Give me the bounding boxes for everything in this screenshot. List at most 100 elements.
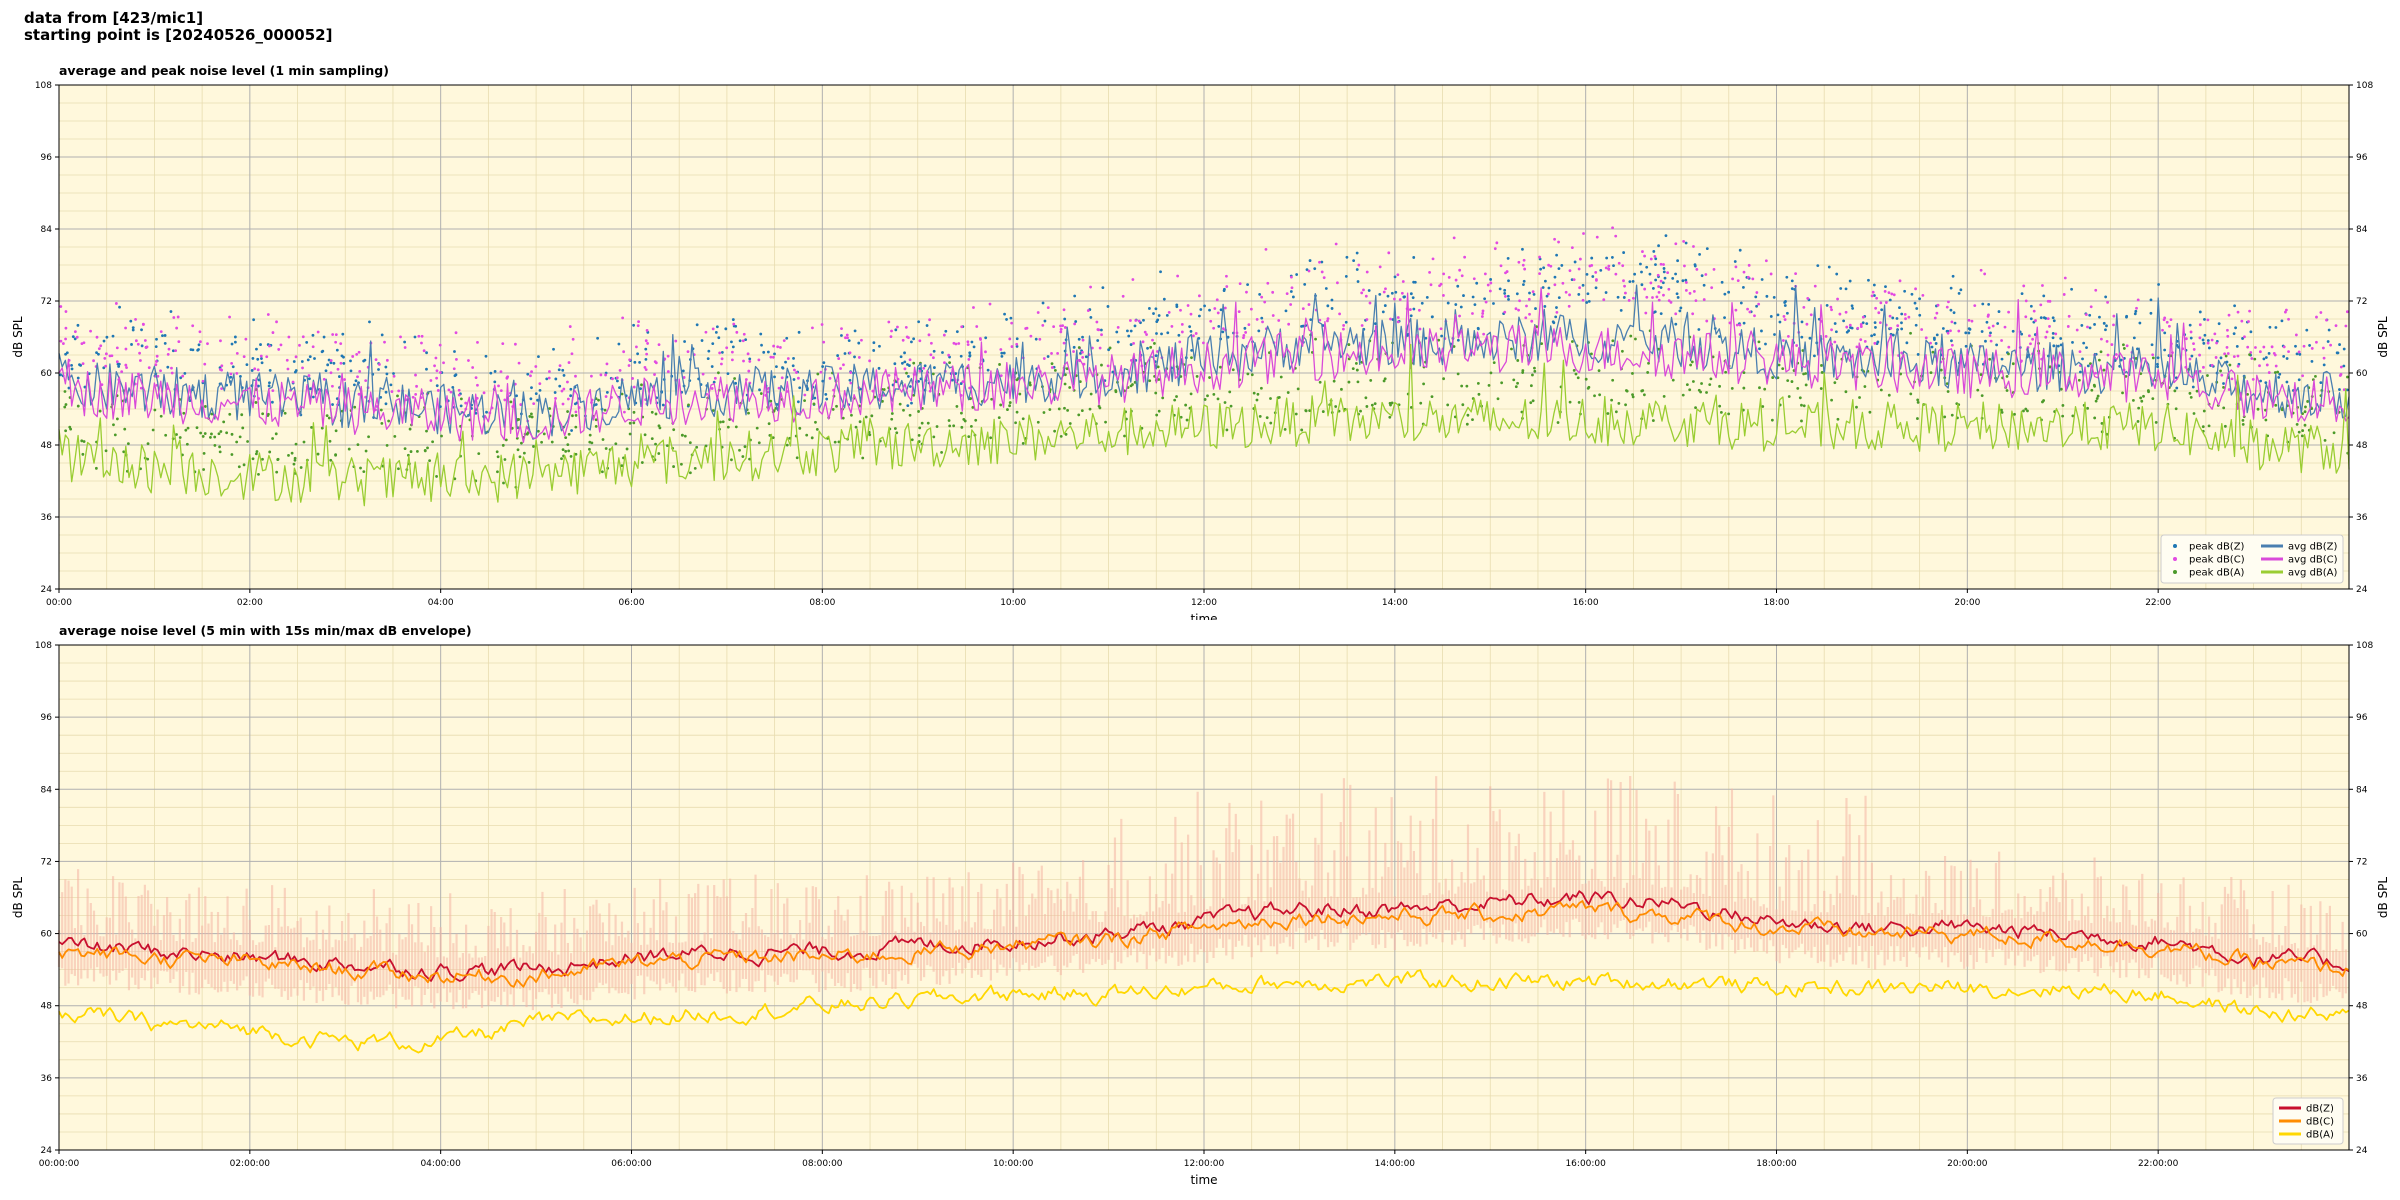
point xyxy=(2094,371,2097,375)
point xyxy=(1557,240,1560,244)
point xyxy=(123,427,127,431)
point xyxy=(839,367,842,370)
point xyxy=(561,448,565,452)
point xyxy=(1676,296,1680,299)
point xyxy=(2277,375,2281,379)
point xyxy=(2326,340,2330,343)
point xyxy=(1487,383,1491,387)
point xyxy=(1689,363,1693,367)
point xyxy=(1257,329,1261,333)
point xyxy=(1900,321,1903,325)
point xyxy=(1891,333,1895,337)
point xyxy=(185,442,189,446)
point xyxy=(969,424,973,428)
point xyxy=(574,452,578,456)
point xyxy=(1021,417,1025,421)
point xyxy=(780,376,784,380)
point xyxy=(1834,330,1838,334)
point xyxy=(1629,334,1633,338)
point xyxy=(1865,322,1869,326)
point xyxy=(1006,408,1009,411)
point xyxy=(241,426,245,430)
point xyxy=(2071,340,2074,344)
point xyxy=(918,426,922,430)
point xyxy=(835,404,838,408)
point xyxy=(259,343,262,346)
point xyxy=(967,435,971,439)
point xyxy=(64,310,68,313)
point xyxy=(1465,422,1469,426)
point xyxy=(1913,301,1917,305)
point xyxy=(1213,307,1217,310)
point xyxy=(605,391,609,394)
point xyxy=(67,386,71,390)
point xyxy=(1654,257,1658,261)
point xyxy=(552,347,555,351)
point xyxy=(425,351,428,355)
point xyxy=(70,367,74,371)
point xyxy=(1796,386,1800,390)
point xyxy=(300,360,304,363)
point xyxy=(908,385,912,388)
point xyxy=(2248,309,2251,313)
point xyxy=(558,364,562,368)
x-tick-label: 00:00:00 xyxy=(39,1159,80,1169)
y-tick-label-left: 24 xyxy=(41,585,53,595)
point xyxy=(1802,305,1806,309)
point xyxy=(545,377,549,381)
point xyxy=(1156,365,1160,369)
point xyxy=(414,373,417,377)
point xyxy=(98,409,102,413)
point xyxy=(843,352,847,355)
point xyxy=(1950,343,1954,347)
legend-label: avg dB(C) xyxy=(2288,555,2338,566)
point xyxy=(2169,318,2173,321)
point xyxy=(1518,299,1521,303)
point xyxy=(1738,323,1742,327)
point xyxy=(1068,422,1072,425)
point xyxy=(1621,264,1625,268)
point xyxy=(2077,378,2081,382)
point xyxy=(1242,336,1245,340)
point xyxy=(2051,316,2055,320)
point xyxy=(1178,340,1182,344)
point xyxy=(2142,394,2145,398)
point xyxy=(2102,368,2106,372)
point xyxy=(2319,381,2323,385)
point xyxy=(235,440,239,444)
point xyxy=(217,432,221,436)
point xyxy=(316,452,320,456)
point xyxy=(1605,256,1609,260)
point xyxy=(2210,338,2214,342)
point xyxy=(1946,390,1950,393)
point xyxy=(392,374,396,378)
point xyxy=(428,459,432,463)
point xyxy=(599,373,603,377)
point xyxy=(646,342,649,345)
point xyxy=(561,402,565,406)
point xyxy=(942,333,946,337)
point xyxy=(644,357,648,361)
point xyxy=(1765,294,1769,298)
point xyxy=(1859,325,1863,328)
point xyxy=(1685,383,1689,387)
point xyxy=(1231,368,1235,372)
point xyxy=(2323,438,2327,442)
point xyxy=(1456,372,1460,376)
point xyxy=(311,333,315,337)
point xyxy=(746,352,750,356)
point xyxy=(1352,259,1356,263)
point xyxy=(530,412,533,416)
point xyxy=(1265,416,1269,420)
point xyxy=(1889,326,1893,330)
point xyxy=(1100,333,1103,337)
point xyxy=(1577,400,1581,404)
point xyxy=(1671,378,1675,382)
point xyxy=(203,432,207,435)
point xyxy=(1318,380,1322,384)
point xyxy=(1567,304,1571,308)
point xyxy=(1149,345,1153,349)
point xyxy=(1755,291,1759,294)
point xyxy=(1454,303,1458,306)
point xyxy=(2294,344,2297,348)
